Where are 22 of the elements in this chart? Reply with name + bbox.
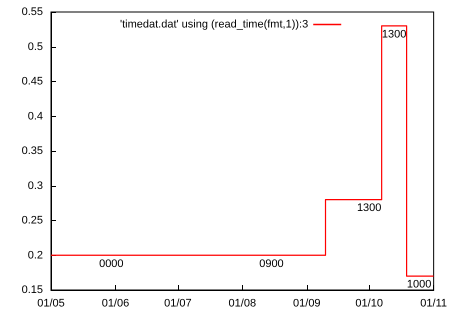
y-tick-label: 0.55	[22, 6, 43, 18]
y-tick-label: 0.4	[28, 110, 43, 122]
y-tick-label: 0.3	[28, 180, 43, 192]
legend-label: 'timedat.dat' using (read_time(fmt,1)):3	[120, 18, 308, 30]
annotation: 1300	[356, 202, 382, 214]
y-tick-label: 0.35	[22, 145, 43, 157]
x-tick-label: 01/06	[102, 298, 130, 310]
y-tick-label: 0.45	[22, 76, 43, 88]
y-tick-label: 0.2	[28, 249, 43, 262]
y-tick-label: 0.25	[22, 214, 43, 226]
y-tick-label: 0.15	[22, 284, 43, 296]
x-tick-label: 01/11	[420, 298, 448, 310]
annotation: 0000	[99, 258, 124, 270]
x-tick-label: 01/09	[293, 298, 321, 310]
y-tick-label: 0.5	[28, 40, 43, 53]
x-tick-label: 01/10	[355, 298, 383, 310]
x-tick-label: 01/07	[164, 298, 192, 310]
annotation: 1000	[406, 278, 432, 291]
annotation: 1300	[382, 28, 406, 40]
x-tick-label: 01/05	[37, 298, 65, 310]
annotation: 0900	[259, 258, 284, 270]
x-tick-label: 01/08	[228, 298, 256, 310]
